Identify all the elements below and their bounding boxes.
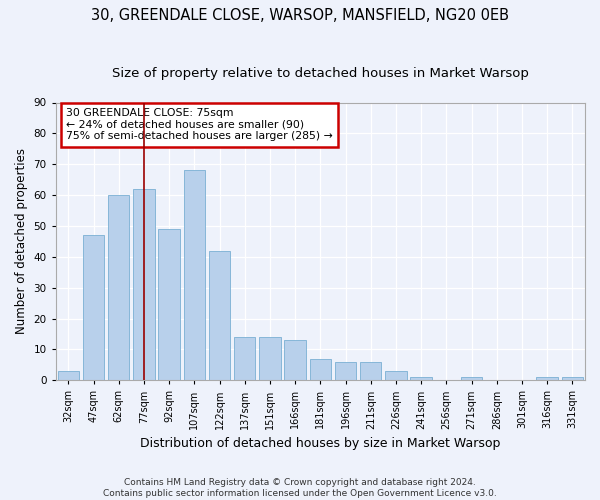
Bar (234, 337, 256, 380)
Y-axis label: Number of detached properties: Number of detached properties (15, 148, 28, 334)
Bar (83, 235, 104, 380)
Bar (385, 371, 407, 380)
Bar (158, 229, 180, 380)
Title: Size of property relative to detached houses in Market Warsop: Size of property relative to detached ho… (112, 68, 529, 80)
Bar (284, 340, 306, 380)
Bar (108, 195, 130, 380)
Bar (133, 189, 155, 380)
Text: 30 GREENDALE CLOSE: 75sqm
← 24% of detached houses are smaller (90)
75% of semi-: 30 GREENDALE CLOSE: 75sqm ← 24% of detac… (66, 108, 333, 142)
Bar (461, 377, 482, 380)
Bar (58, 371, 79, 380)
Bar (259, 337, 281, 380)
Bar (209, 250, 230, 380)
Bar (536, 377, 558, 380)
Text: Contains HM Land Registry data © Crown copyright and database right 2024.
Contai: Contains HM Land Registry data © Crown c… (103, 478, 497, 498)
Bar (335, 362, 356, 380)
Bar (562, 377, 583, 380)
Text: 30, GREENDALE CLOSE, WARSOP, MANSFIELD, NG20 0EB: 30, GREENDALE CLOSE, WARSOP, MANSFIELD, … (91, 8, 509, 22)
Bar (184, 170, 205, 380)
X-axis label: Distribution of detached houses by size in Market Warsop: Distribution of detached houses by size … (140, 437, 500, 450)
Bar (360, 362, 382, 380)
Bar (410, 377, 432, 380)
Bar (310, 358, 331, 380)
